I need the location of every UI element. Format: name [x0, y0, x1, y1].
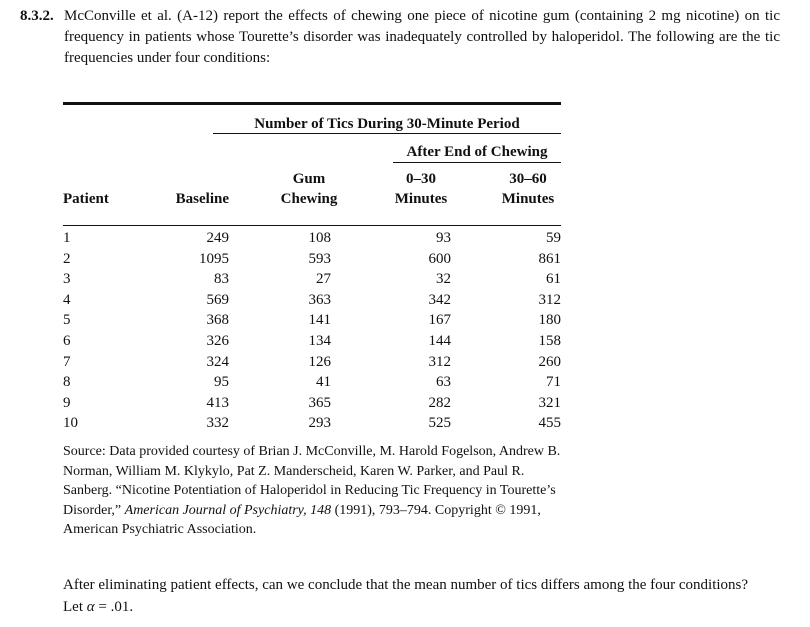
table-row: 5 368 141 167 180: [63, 310, 561, 331]
table-row: 8 95 41 63 71: [63, 372, 561, 393]
cell-gum: 363: [308, 291, 332, 308]
cell-after-0-30: 93: [436, 230, 451, 246]
table-row: 3 83 27 32 61: [63, 269, 561, 290]
cell-after-0-30: 167: [428, 312, 452, 329]
cell-baseline: 324: [206, 353, 230, 370]
cell-gum: 27: [316, 271, 331, 288]
col-030-header-line1: 0–30: [406, 171, 436, 187]
cell-patient: 10: [63, 415, 78, 432]
cell-patient: 8: [63, 374, 71, 391]
cell-after-30-60: 59: [546, 230, 561, 246]
source-citation: Source: Data provided courtesy of Brian …: [63, 442, 563, 540]
question-text: After eliminating patient effects, can w…: [63, 577, 749, 615]
cell-after-0-30: 282: [428, 394, 452, 411]
cell-patient: 4: [63, 291, 71, 308]
table-row: 10 332 293 525 455: [63, 413, 561, 434]
table-header-rule: [63, 225, 561, 226]
cell-patient: 1: [63, 230, 71, 246]
cell-after-30-60: 455: [538, 415, 562, 432]
cell-baseline: 332: [206, 415, 230, 432]
cell-patient: 3: [63, 271, 71, 288]
cell-patient: 2: [63, 250, 71, 267]
problem-statement: 8.3.2. McConville et al. (A-12) report t…: [20, 6, 780, 69]
cell-gum: 593: [308, 250, 332, 267]
cell-baseline: 249: [206, 230, 230, 246]
cell-after-0-30: 312: [428, 353, 452, 370]
col-patient-header: Patient: [63, 191, 109, 207]
cell-after-0-30: 32: [436, 271, 451, 288]
after-chewing-header: After End of Chewing: [406, 144, 548, 160]
span-header-rule: [213, 133, 561, 134]
cell-gum: 134: [308, 332, 332, 349]
col-3060-header-line1: 30–60: [509, 171, 547, 187]
cell-gum: 293: [308, 415, 332, 432]
cell-gum: 365: [308, 394, 332, 411]
table-row: 9 413 365 282 321: [63, 393, 561, 414]
cell-after-0-30: 342: [428, 291, 452, 308]
table-row: 7 324 126 312 260: [63, 352, 561, 373]
cell-patient: 9: [63, 394, 71, 411]
cell-baseline: 326: [206, 332, 230, 349]
cell-gum: 141: [308, 312, 332, 329]
problem-number: 8.3.2.: [20, 8, 54, 24]
cell-after-0-30: 525: [428, 415, 452, 432]
cell-after-30-60: 861: [538, 250, 562, 267]
question: After eliminating patient effects, can w…: [63, 574, 763, 618]
cell-gum: 41: [316, 374, 331, 391]
cell-patient: 5: [63, 312, 71, 329]
source-journal: American Journal of Psychiatry, 148: [124, 502, 332, 518]
source-text: Source: Data provided courtesy of Brian …: [63, 444, 561, 518]
cell-baseline: 368: [206, 312, 230, 329]
cell-baseline: 1095: [199, 250, 229, 267]
source-text-end: (1991), 793–794. Copyright © 1991, Ameri…: [63, 502, 541, 538]
cell-after-0-30: 144: [428, 332, 452, 349]
alpha-value: = .01.: [98, 599, 134, 615]
table-row: 1 249 108 93 59: [63, 228, 561, 249]
cell-after-30-60: 158: [538, 332, 562, 349]
cell-after-30-60: 61: [546, 271, 561, 288]
cell-after-30-60: 71: [546, 374, 561, 391]
cell-baseline: 83: [214, 271, 229, 288]
table-top-rule: [63, 102, 561, 105]
cell-baseline: 413: [206, 394, 230, 411]
cell-after-0-30: 600: [428, 250, 452, 267]
col-3060-header-line2: Minutes: [501, 191, 555, 207]
table-row: 2 1095 593 600 861: [63, 249, 561, 270]
cell-after-0-30: 63: [436, 374, 451, 391]
cell-after-30-60: 312: [538, 291, 562, 308]
problem-text: McConville et al. (A-12) report the effe…: [64, 8, 780, 66]
table-row: 6 326 134 144 158: [63, 331, 561, 352]
span-header: Number of Tics During 30-Minute Period: [254, 116, 520, 132]
col-baseline-header: Baseline: [175, 191, 229, 207]
cell-patient: 7: [63, 353, 71, 370]
after-chewing-rule: [393, 162, 561, 163]
cell-after-30-60: 260: [538, 353, 562, 370]
cell-after-30-60: 180: [538, 312, 562, 329]
col-gum-header-line2: Chewing: [280, 191, 338, 207]
cell-after-30-60: 321: [538, 394, 562, 411]
cell-gum: 108: [308, 230, 332, 246]
cell-patient: 6: [63, 332, 71, 349]
cell-baseline: 569: [206, 291, 230, 308]
table-body: 1 249 108 93 59 2 1095 593 600 861 3 83 27 32 61 4 56…: [63, 228, 561, 434]
cell-baseline: 95: [214, 374, 229, 391]
table-row: 4 569 363 342 312: [63, 290, 561, 311]
col-gum-header-line1: Gum: [292, 171, 326, 187]
alpha-symbol: α: [86, 599, 95, 615]
cell-gum: 126: [308, 353, 332, 370]
col-030-header-line2: Minutes: [394, 191, 448, 207]
